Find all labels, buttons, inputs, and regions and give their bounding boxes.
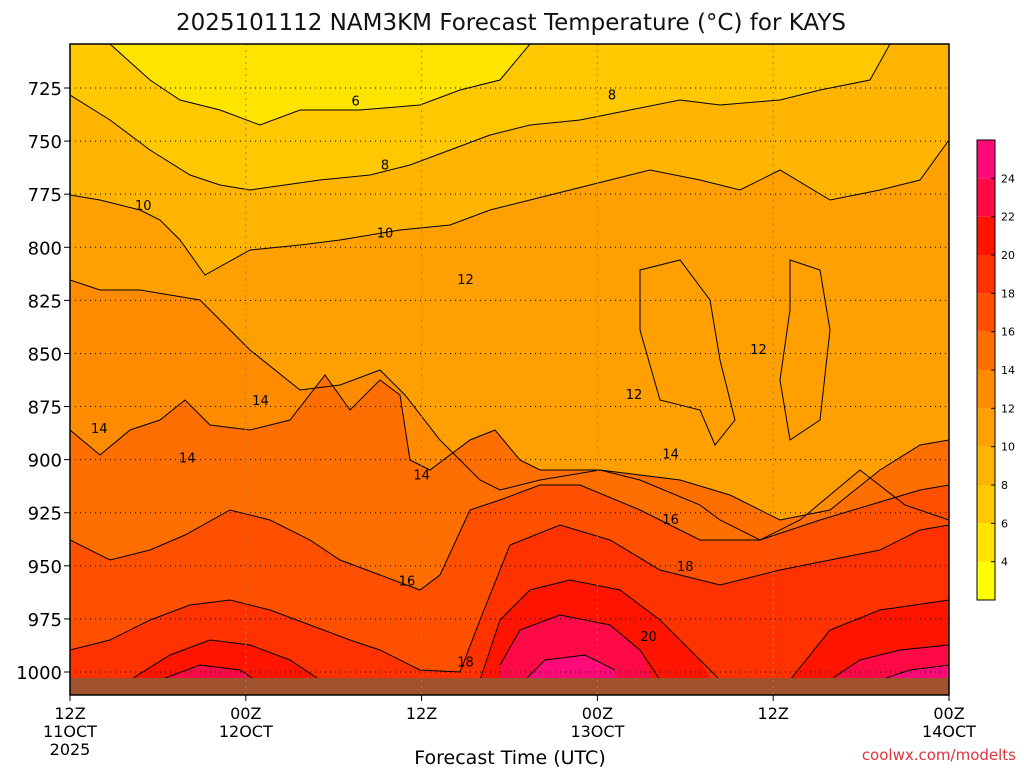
- contour-line-layer: [70, 44, 949, 691]
- contour-label-8: 8: [381, 158, 389, 173]
- x-tick-label-0: 12Z: [54, 704, 85, 723]
- contour-label-14: 14: [179, 452, 196, 467]
- y-tick-label-825: 825: [28, 291, 62, 312]
- y-tick-label-900: 900: [28, 451, 62, 472]
- colorbar-swatch-8: [977, 446, 995, 485]
- ground-below-surface: [70, 678, 949, 695]
- time-gridlines: [245, 44, 774, 695]
- isotherm-18-line: [70, 524, 949, 673]
- isotherm-6-line: [109, 44, 531, 126]
- contour-label-12: 12: [457, 273, 474, 288]
- isotherm-16-line: [70, 484, 949, 591]
- isotherm-10-line: [70, 139, 949, 276]
- isotherm-8-line: [70, 44, 891, 191]
- contour-label-18: 18: [457, 655, 474, 670]
- x-tick-label-24: 12Z: [406, 704, 437, 723]
- contour-label-14: 14: [413, 469, 430, 484]
- credit-text: coolwx.com/modelts: [862, 746, 1016, 764]
- y-tick-label-850: 850: [28, 344, 62, 365]
- isotherm-12-line: [70, 279, 949, 541]
- colorbar-label-12: 12: [1001, 402, 1015, 415]
- contour-label-12: 12: [750, 343, 767, 358]
- contour-label-14: 14: [91, 422, 108, 437]
- contour-label-20: 20: [640, 630, 657, 645]
- isotherm-12-island-line: [639, 259, 831, 446]
- y-tick-label-975: 975: [28, 610, 62, 631]
- colorbar-swatch-20: [977, 216, 995, 255]
- x-tick-label-12: 00Z: [230, 704, 261, 723]
- isotherm-24-line: [524, 654, 949, 681]
- x-tick-date-12: 12OCT: [219, 722, 273, 741]
- colorbar-label-24: 24: [1001, 172, 1015, 185]
- colorbar: 4 6 8 10 12 14 16 18 20 22 24: [976, 139, 1015, 601]
- x-tick-label-60: 00Z: [933, 704, 964, 723]
- band-4-6: [110, 44, 530, 125]
- pressure-axis: 725 750 775 800 825 850 875 900 925 950 975 1000: [16, 79, 70, 684]
- y-tick-label-800: 800: [28, 238, 62, 259]
- contour-label-6: 6: [352, 95, 360, 110]
- colorbar-label-10: 10: [1001, 441, 1015, 454]
- contour-label-16: 16: [399, 575, 416, 590]
- colorbar-label-18: 18: [1001, 287, 1015, 300]
- contour-label-10: 10: [135, 199, 152, 214]
- colorbar-swatch-18: [977, 255, 995, 294]
- colorbar-label-6: 6: [1001, 517, 1008, 530]
- y-tick-label-775: 775: [28, 185, 62, 206]
- chart-title: 2025101112 NAM3KM Forecast Temperature (…: [176, 10, 846, 36]
- colorbar-label-14: 14: [1001, 364, 1015, 377]
- warm-band-22-24: [160, 615, 949, 695]
- colorbar-label-20: 20: [1001, 249, 1015, 262]
- colorbar-swatch-22: [977, 178, 995, 217]
- y-tick-label-725: 725: [28, 79, 62, 100]
- y-tick-label-950: 950: [28, 557, 62, 578]
- y-tick-label-925: 925: [28, 504, 62, 525]
- colorbar-label-4: 4: [1001, 556, 1008, 569]
- contour-label-8: 8: [608, 88, 616, 103]
- contour-label-10: 10: [377, 226, 394, 241]
- contour-labels: 6 8 8 10 10 12 12 12 14 14 14 14 14 16 16 18 18 20: [91, 88, 767, 670]
- colorbar-swatch-10: [977, 408, 995, 447]
- colorbar-swatch-14: [977, 331, 995, 370]
- colorbar-label-16: 16: [1001, 326, 1015, 339]
- contour-label-18: 18: [677, 560, 694, 575]
- colorbar-swatch-12: [977, 370, 995, 409]
- contour-label-16: 16: [662, 513, 679, 528]
- x-tick-year-0: 2025: [50, 740, 91, 759]
- colorbar-swatch-16: [977, 293, 995, 332]
- y-tick-label-750: 750: [28, 132, 62, 153]
- colorbar-swatch-6: [977, 485, 995, 524]
- contour-fill-layer: [70, 44, 949, 695]
- contour-label-14: 14: [662, 447, 679, 462]
- x-tick-date-0: 11OCT: [43, 722, 97, 741]
- y-tick-label-875: 875: [28, 398, 62, 419]
- isotherm-14-line: [70, 374, 949, 521]
- x-tick-date-60: 14OCT: [922, 722, 976, 741]
- isotherm-20-line: [129, 579, 949, 681]
- colorbar-label-8: 8: [1001, 479, 1008, 492]
- colorbar-swatch-24: [977, 140, 995, 179]
- x-axis-title: Forecast Time (UTC): [414, 747, 605, 768]
- colorbar-swatch-2: [977, 561, 995, 600]
- x-tick-label-48: 12Z: [758, 704, 789, 723]
- colorbar-label-22: 22: [1001, 211, 1015, 224]
- contour-label-12: 12: [626, 388, 643, 403]
- y-tick-label-1000: 1000: [16, 663, 62, 684]
- x-tick-label-36: 00Z: [582, 704, 613, 723]
- colorbar-swatch-4: [977, 523, 995, 562]
- x-tick-date-36: 13OCT: [570, 722, 624, 741]
- contour-label-14: 14: [252, 394, 269, 409]
